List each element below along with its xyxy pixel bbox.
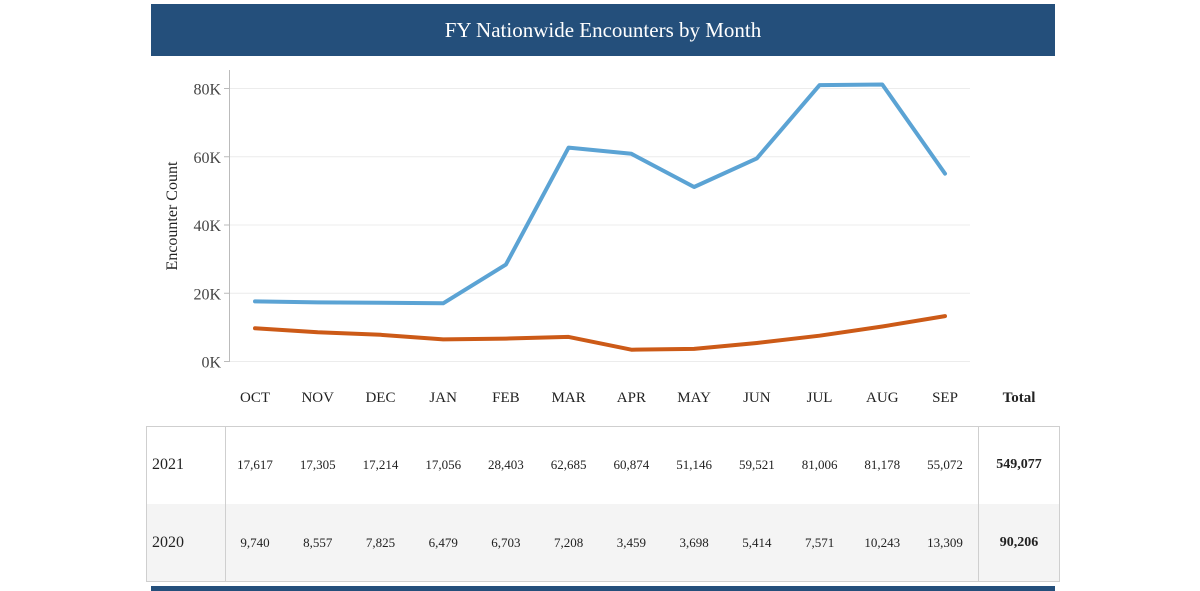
y-tick-label: 20K <box>193 286 221 303</box>
table-cell: 8,557 <box>303 535 333 550</box>
row-year: 2020 <box>152 534 184 551</box>
table-cell: 13,309 <box>927 535 963 550</box>
month-label: AUG <box>866 390 899 406</box>
table-cell: 55,072 <box>927 457 963 472</box>
table-cell: 81,178 <box>864 457 901 472</box>
table-cell: 17,056 <box>425 457 462 472</box>
table-cell: 17,617 <box>237 457 273 472</box>
table-row: 2021 17,617 17,305 17,214 17,056 28,403 62,685… <box>146 426 1060 504</box>
row-year: 2021 <box>152 456 184 473</box>
table-divider <box>978 426 979 582</box>
series-line-2020 <box>253 314 947 352</box>
table-cell: 6,703 <box>491 535 521 550</box>
month-label: OCT <box>240 390 270 406</box>
footer-bar <box>151 586 1055 591</box>
y-tick-label: 40K <box>193 218 221 235</box>
total-header: Total <box>1003 390 1036 406</box>
table-cell: 3,698 <box>679 535 709 550</box>
table-cell: 51,146 <box>676 457 712 472</box>
y-tick-label: 60K <box>193 150 221 167</box>
table-cell: 7,571 <box>804 535 835 550</box>
y-tick-label: 0K <box>201 355 221 372</box>
table-cell: 6,479 <box>428 535 458 550</box>
table-cell: 7,825 <box>365 535 396 550</box>
month-label: NOV <box>301 390 334 406</box>
table-cell: 5,414 <box>742 535 772 550</box>
month-label: SEP <box>932 390 958 406</box>
month-label: JAN <box>429 390 457 406</box>
table-cell: 10,243 <box>864 535 901 550</box>
row-total: 90,206 <box>999 535 1039 550</box>
month-label: MAY <box>677 390 711 406</box>
table-cell: 28,403 <box>488 457 524 472</box>
data-table: 2021 17,617 17,305 17,214 17,056 28,403 62,685… <box>146 426 1060 582</box>
table-row: 2020 9,740 8,557 7,825 6,479 6,703 7,208 3,459 3… <box>146 504 1060 582</box>
table-cell: 9,740 <box>240 535 270 550</box>
month-label: JUL <box>807 390 833 406</box>
line-chart: 0K 20K 40K 60K 80K Encounter Count OCT NOV DEC JA… <box>164 70 1036 406</box>
row-total: 549,077 <box>996 457 1042 472</box>
table-divider <box>1059 426 1060 582</box>
chart-title: FY Nationwide Encounters by Month <box>151 4 1055 56</box>
table-cell: 60,874 <box>613 457 650 472</box>
table-cell: 3,459 <box>616 535 646 550</box>
month-label: JUN <box>743 390 771 406</box>
series-line-2021 <box>253 82 947 306</box>
table-cell: 81,006 <box>801 457 838 472</box>
table-cell: 59,521 <box>738 457 775 472</box>
month-label: MAR <box>552 390 586 406</box>
table-cell: 17,214 <box>362 457 399 472</box>
table-cell: 17,305 <box>299 457 336 472</box>
table-cell: 7,208 <box>554 535 584 550</box>
month-label: APR <box>617 390 646 406</box>
y-tick-label: 80K <box>193 82 221 99</box>
month-label: DEC <box>365 390 395 406</box>
table-cell: 62,685 <box>550 457 587 472</box>
month-label: FEB <box>492 390 520 406</box>
table-divider <box>225 426 226 582</box>
table-divider <box>146 426 147 582</box>
y-axis-title: Encounter Count <box>164 161 181 270</box>
